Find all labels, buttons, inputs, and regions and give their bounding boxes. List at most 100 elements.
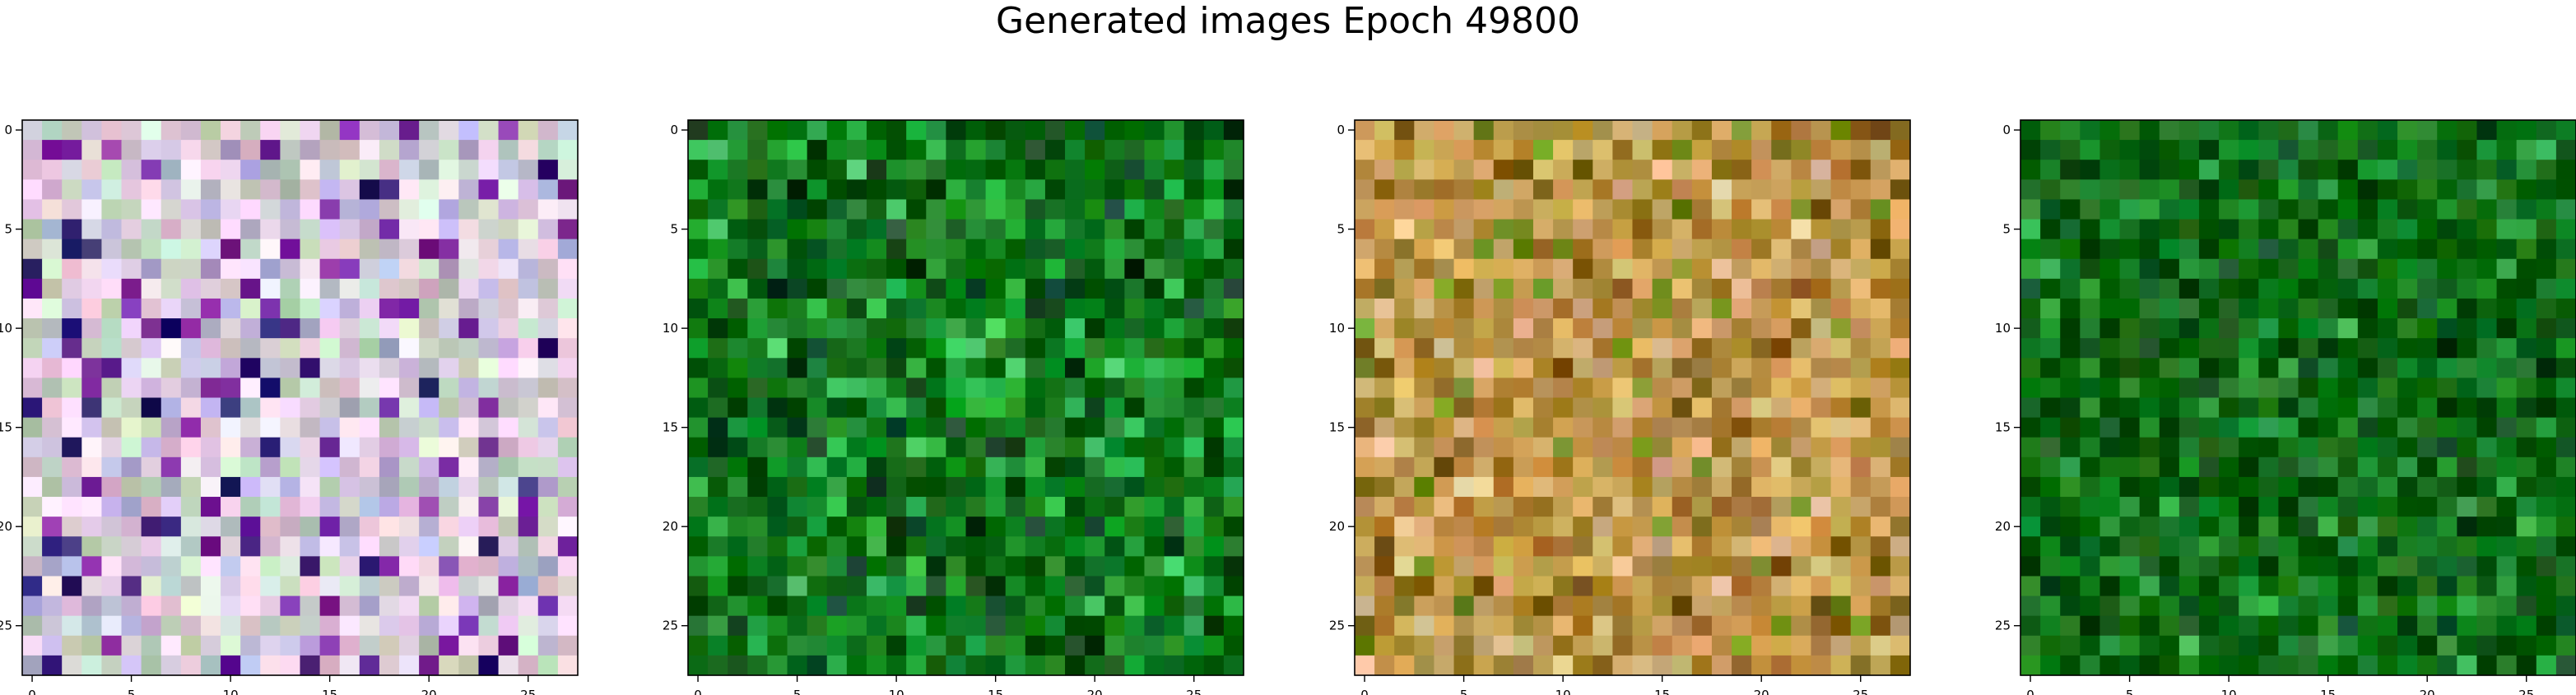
pixel-cell	[200, 338, 221, 359]
pixel-cell	[1434, 338, 1455, 359]
pixel-cell	[2080, 615, 2101, 637]
pixel-cell	[478, 576, 500, 597]
pixel-cell	[2219, 456, 2239, 478]
pixel-cell	[2060, 595, 2081, 617]
pixel-cell	[2417, 258, 2438, 280]
pixel-cell	[886, 517, 907, 537]
pixel-cell	[2278, 298, 2299, 319]
pixel-cell	[1203, 397, 1225, 419]
pixel-cell	[1632, 338, 1653, 359]
y-tick-label: 20	[1329, 519, 1345, 534]
pixel-cell	[1065, 615, 1086, 637]
pixel-cell	[498, 635, 519, 656]
pixel-cell	[1850, 219, 1872, 240]
pixel-cell	[240, 298, 261, 319]
pixel-cell	[965, 278, 987, 299]
pixel-cell	[160, 318, 182, 339]
pixel-cell	[1394, 517, 1415, 537]
pixel-cell	[2139, 476, 2160, 498]
pixel-cell	[557, 258, 579, 280]
pixel-cell	[946, 437, 967, 458]
pixel-cell	[300, 358, 321, 378]
pixel-cell	[1473, 318, 1495, 339]
pixel-cell	[1085, 655, 1105, 676]
pixel-cell	[2159, 476, 2180, 498]
pixel-cell	[886, 258, 907, 280]
pixel-cell	[518, 437, 539, 458]
pixel-cell	[1223, 397, 1244, 419]
pixel-cell	[2496, 576, 2518, 597]
pixel-cell	[1183, 358, 1205, 378]
pixel-cell	[2377, 497, 2398, 517]
pixel-cell	[2437, 160, 2457, 180]
pixel-cell	[101, 219, 123, 240]
pixel-cell	[2198, 576, 2220, 597]
pixel-cell	[399, 517, 420, 537]
pixel-cell	[141, 179, 162, 201]
pixel-cell	[379, 397, 400, 419]
pixel-cell	[2417, 417, 2438, 438]
pixel-cell	[708, 536, 728, 557]
pixel-cell	[886, 160, 907, 180]
pixel-cell	[2397, 120, 2418, 141]
pixel-cell	[2357, 476, 2378, 498]
pixel-cell	[101, 437, 123, 458]
pixel-cell	[1374, 378, 1395, 399]
pixel-cell	[747, 338, 769, 359]
pixel-cell	[866, 378, 887, 399]
pixel-cell	[1850, 417, 1872, 438]
pixel-cell	[1453, 278, 1475, 299]
pixel-cell	[866, 338, 887, 359]
pixel-cell	[1493, 239, 1514, 260]
pixel-cell	[2080, 258, 2101, 280]
pixel-cell	[1203, 615, 1225, 637]
pixel-cell	[200, 615, 221, 637]
pixel-cell	[1593, 497, 1613, 517]
pixel-cell	[1414, 258, 1435, 280]
pixel-cell	[399, 258, 420, 280]
pixel-cell	[2457, 378, 2478, 399]
pixel-cell	[1573, 298, 1593, 319]
pixel-cell	[478, 120, 500, 141]
pixel-cell	[2060, 497, 2081, 517]
pixel-cell	[886, 179, 907, 201]
pixel-cell	[985, 635, 1007, 656]
pixel-cell	[708, 160, 728, 180]
pixel-cell	[866, 437, 887, 458]
pixel-cell	[2318, 476, 2339, 498]
pixel-cell	[2219, 517, 2239, 537]
pixel-cell	[1065, 556, 1086, 577]
pixel-cell	[180, 497, 202, 517]
pixel-cell	[767, 160, 788, 180]
pixel-cell	[1223, 595, 1244, 617]
pixel-cell	[886, 556, 907, 577]
pixel-cell	[1691, 536, 1713, 557]
pixel-cell	[260, 517, 281, 537]
pixel-cell	[1632, 655, 1653, 676]
pixel-cell	[1493, 258, 1514, 280]
pixel-cell	[1672, 318, 1693, 339]
pixel-cell	[1830, 476, 1852, 498]
pixel-cell	[300, 239, 321, 260]
pixel-cell	[141, 635, 162, 656]
pixel-cell	[200, 595, 221, 617]
pixel-cell	[1691, 635, 1713, 656]
pixel-cell	[280, 417, 301, 438]
pixel-cell	[1751, 140, 1772, 160]
pixel-cell	[1711, 417, 1732, 438]
pixel-cell	[2536, 278, 2557, 299]
pixel-cell	[2119, 258, 2141, 280]
pixel-cell	[1085, 556, 1105, 577]
pixel-cell	[221, 635, 241, 656]
pixel-cell	[728, 258, 748, 280]
x-tick-label: 25	[2518, 688, 2534, 695]
pixel-cell	[379, 318, 400, 339]
pixel-cell	[2099, 278, 2121, 299]
pixel-cell	[1632, 536, 1653, 557]
pixel-cell	[1513, 378, 1534, 399]
pixel-cell	[1085, 278, 1105, 299]
pixel-cell	[1811, 615, 1832, 637]
pixel-cell	[1374, 278, 1395, 299]
pixel-cell	[1005, 635, 1026, 656]
pixel-cell	[478, 239, 500, 260]
